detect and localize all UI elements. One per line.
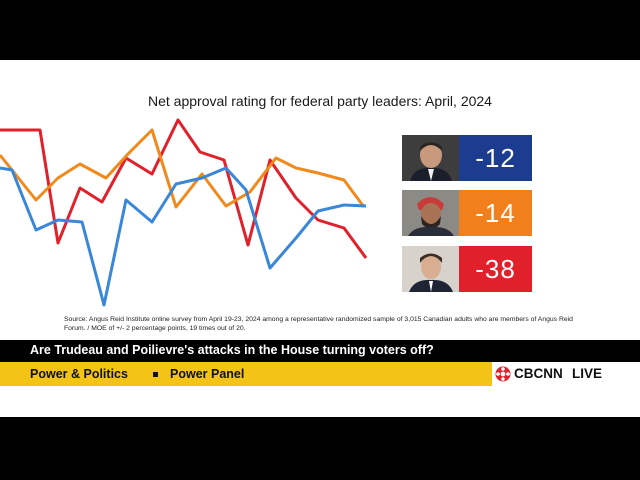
leader-card-singh: -14 [402, 190, 532, 236]
trudeau-portrait-icon [402, 246, 459, 292]
headline-text: Are Trudeau and Poilievre's attacks in t… [30, 343, 434, 357]
brand-name: CBCNN [514, 366, 563, 381]
singh-portrait-icon [402, 190, 459, 236]
blue-trend-line [0, 166, 367, 307]
headline-bar: Are Trudeau and Poilievre's attacks in t… [0, 340, 640, 362]
decorative-trend-lines [0, 118, 368, 307]
leader-card-trudeau: -38 [402, 246, 532, 292]
live-label: LIVE [572, 366, 603, 381]
graphic-title: Net approval rating for federal party le… [148, 93, 492, 109]
segment-name: Power Panel [170, 367, 245, 381]
cbc-gem-icon [495, 366, 511, 382]
leader-card-poilievre: -12 [402, 135, 532, 181]
red-trend-line [0, 118, 368, 259]
singh-score: -14 [459, 190, 532, 236]
separator-dot [153, 372, 158, 377]
orange-trend-line [0, 128, 366, 209]
trudeau-score: -38 [459, 246, 532, 292]
poilievre-portrait-icon [402, 135, 459, 181]
poilievre-score: -12 [459, 135, 532, 181]
source-note: Source: Angus Reid Institute online surv… [64, 316, 573, 332]
network-brand: CBCNN LIVE [492, 362, 615, 386]
program-name: Power & Politics [30, 367, 128, 381]
